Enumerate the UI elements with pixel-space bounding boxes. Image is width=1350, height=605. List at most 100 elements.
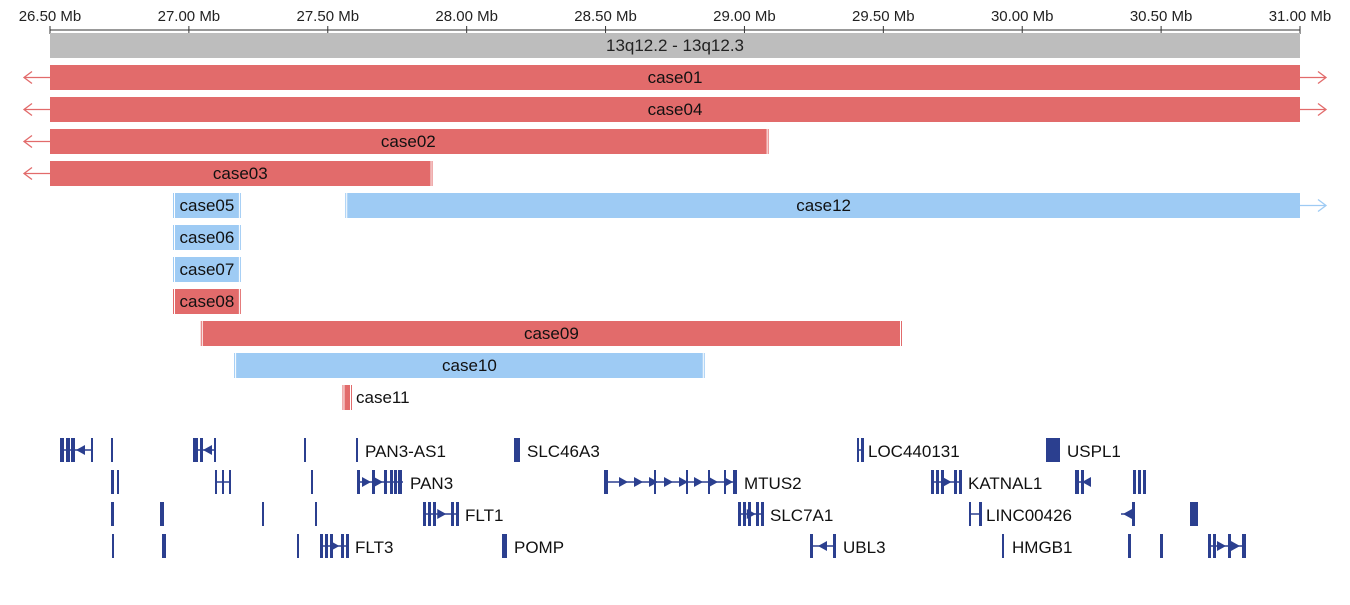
exon-mark — [222, 470, 224, 494]
exon-mark — [111, 470, 114, 494]
strand-arrow-icon — [619, 477, 628, 487]
exon-mark — [111, 502, 114, 526]
gene-annotation-track: PAN3-AS1 SLC46A3 LOC440131 USPL1 PAN3 MTUS2 KA… — [60, 438, 1246, 558]
case-bar[interactable] — [50, 65, 1300, 90]
extends-left-arrow-icon — [22, 70, 50, 85]
exon-mark — [394, 470, 397, 494]
case-segment-case10[interactable]: case10 — [234, 353, 705, 378]
exon-mark — [398, 470, 402, 494]
case-label: case02 — [381, 132, 436, 151]
gene-label: SLC7A1 — [770, 506, 833, 525]
gene-linc00426[interactable]: LINC00426 — [969, 502, 1072, 526]
extends-left-arrow-icon — [22, 134, 50, 149]
case-bar[interactable] — [50, 161, 431, 186]
extends-right-arrow-icon — [1300, 198, 1328, 213]
gene-pan3[interactable]: PAN3 — [357, 470, 453, 494]
exon-mark — [1133, 470, 1136, 494]
exon-mark — [686, 470, 688, 494]
case-bar[interactable] — [50, 129, 767, 154]
case-bar[interactable] — [347, 193, 1300, 218]
case-label: case03 — [213, 164, 268, 183]
gene-slc7a1[interactable]: SLC7A1 — [738, 502, 833, 526]
gene-uspl1[interactable]: USPL1 — [1046, 438, 1121, 462]
axis-tick-label: 29.50 Mb — [852, 8, 915, 25]
exon-mark — [1190, 502, 1198, 526]
case-label: case12 — [796, 196, 851, 215]
exon-mark — [959, 470, 962, 494]
gene-label: HMGB1 — [1012, 538, 1072, 557]
gene-flt1[interactable]: FLT1 — [423, 502, 503, 526]
strand-arrow-icon — [203, 445, 212, 455]
cytoband-bar[interactable] — [50, 33, 1300, 58]
strand-arrow-icon — [1231, 541, 1240, 551]
case-bar[interactable] — [344, 385, 350, 410]
strand-arrow-icon — [818, 541, 827, 551]
exon-mark — [451, 502, 454, 526]
exon-mark — [297, 534, 299, 558]
exon-mark — [390, 470, 393, 494]
exon-mark — [384, 470, 387, 494]
exon-mark — [502, 534, 507, 558]
exon-mark — [193, 438, 198, 462]
case-segment-case01[interactable]: case01 — [22, 65, 1328, 90]
case-bar[interactable] — [50, 97, 1300, 122]
gene-flt3[interactable]: FLT3 — [320, 534, 393, 558]
case-segment-case09[interactable]: case09 — [200, 321, 902, 346]
exon-mark — [71, 438, 75, 462]
exon-mark — [111, 438, 113, 462]
case-label: case08 — [180, 292, 235, 311]
gene-mtus2[interactable]: MTUS2 — [604, 470, 802, 494]
exon-mark — [756, 502, 759, 526]
exon-mark — [428, 502, 431, 526]
case-label: case01 — [648, 68, 703, 87]
case-segment-case08[interactable]: case08 — [173, 289, 241, 314]
case-segment-case12[interactable]: case12 — [345, 193, 1328, 218]
gene-label: PAN3 — [410, 474, 453, 493]
exon-mark — [833, 534, 836, 558]
case-segment-case07[interactable]: case07 — [173, 257, 241, 282]
cytoband-track: 13q12.2 - 13q12.3 — [50, 33, 1300, 58]
strand-arrow-icon — [634, 477, 643, 487]
exon-mark — [346, 534, 349, 558]
case-segment-case02[interactable]: case02 — [22, 129, 769, 154]
gene-hmgb1[interactable]: HMGB1 — [1002, 534, 1072, 558]
case-bar[interactable] — [175, 193, 239, 218]
axis-tick-label: 31.00 Mb — [1269, 8, 1332, 25]
exon-mark — [325, 534, 328, 558]
case-segment-case05[interactable]: case05 — [173, 193, 241, 218]
axis-tick-label: 29.00 Mb — [713, 8, 776, 25]
case-segment-case04[interactable]: case04 — [22, 97, 1328, 122]
strand-arrow-icon — [437, 509, 447, 519]
case-label: case11 — [356, 388, 410, 407]
exon-mark — [214, 438, 216, 462]
exon-mark — [708, 470, 710, 494]
exon-mark — [954, 470, 957, 494]
gene-pan3-as1[interactable]: PAN3-AS1 — [356, 438, 446, 462]
exon-mark — [743, 502, 746, 526]
exon-mark — [810, 534, 813, 558]
gene-label: PAN3-AS1 — [365, 442, 446, 461]
case-bar[interactable] — [175, 225, 239, 250]
case-bar[interactable] — [175, 257, 239, 282]
gene-loc440131[interactable]: LOC440131 — [857, 438, 960, 462]
exon-mark — [733, 470, 737, 494]
exon-mark — [357, 470, 360, 494]
gene-pomp[interactable]: POMP — [502, 534, 564, 558]
axis-tick-label: 28.00 Mb — [435, 8, 498, 25]
case-bar[interactable] — [175, 289, 239, 314]
gene-ubl3[interactable]: UBL3 — [810, 534, 886, 558]
gene-slc46a3[interactable]: SLC46A3 — [514, 438, 600, 462]
coordinate-axis: 26.50 Mb 27.00 Mb 27.50 Mb 28.00 Mb 28.50 Mb… — [19, 8, 1332, 34]
case-bar[interactable] — [202, 321, 900, 346]
case-segment-case11[interactable]: case11 — [342, 385, 410, 410]
axis-tick-label: 30.50 Mb — [1130, 8, 1193, 25]
case-bar[interactable] — [236, 353, 703, 378]
case-segment-case06[interactable]: case06 — [173, 225, 241, 250]
exon-mark — [1138, 470, 1141, 494]
exon-mark — [1075, 470, 1079, 494]
exon-mark — [117, 470, 119, 494]
case-segment-case03[interactable]: case03 — [22, 161, 433, 186]
strand-arrow-icon — [362, 477, 371, 487]
gene-katnal1[interactable]: KATNAL1 — [931, 470, 1042, 494]
